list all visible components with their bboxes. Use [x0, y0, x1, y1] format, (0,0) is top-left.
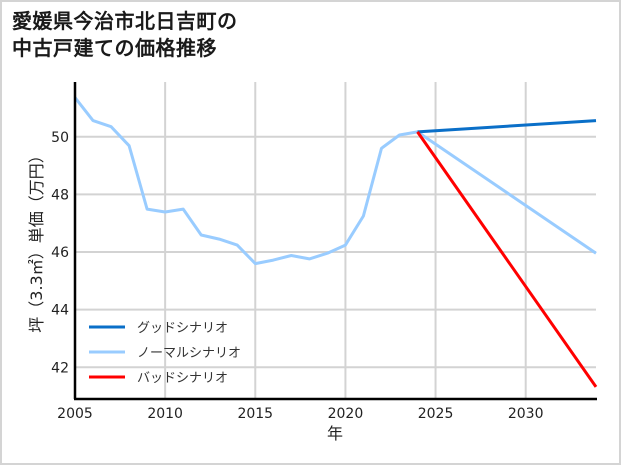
x-axis-label: 年: [327, 424, 343, 443]
series-line: [416, 131, 598, 388]
x-tick-label: 2015: [237, 406, 273, 422]
axes: [73, 82, 597, 401]
gridlines: [75, 82, 596, 399]
y-axis-label: 坪（3.3㎡）単価（万円）: [27, 147, 46, 332]
y-tick-label: 44: [51, 303, 69, 319]
y-tick-label: 46: [51, 245, 69, 261]
x-tick-label: 2030: [508, 406, 544, 422]
x-tick-labels: 2005 2010 2015 2020 2025 2030: [57, 406, 543, 422]
series-line: [73, 96, 418, 266]
legend-label: ノーマルシナリオ: [137, 346, 241, 361]
y-tick-labels: 42 44 46 48 50: [51, 130, 69, 377]
chart-title-line2: 中古戸建ての価格推移: [12, 36, 217, 60]
series-line: [416, 130, 597, 255]
y-tick-label: 42: [51, 360, 69, 376]
chart-title: 愛媛県今治市北日吉町の 中古戸建ての価格推移: [12, 8, 238, 62]
data-series: [73, 96, 598, 388]
y-tick-label: 48: [51, 187, 69, 203]
chart-title-line1: 愛媛県今治市北日吉町の: [12, 9, 238, 33]
legend-label: バッドシナリオ: [137, 371, 228, 386]
x-tick-label: 2020: [328, 406, 364, 422]
x-tick-label: 2025: [418, 406, 454, 422]
y-tick-label: 50: [51, 130, 69, 146]
x-tick-label: 2005: [57, 406, 93, 422]
x-tick-label: 2010: [147, 406, 183, 422]
series-line: [417, 119, 597, 134]
legend-label: グッドシナリオ: [137, 321, 228, 336]
